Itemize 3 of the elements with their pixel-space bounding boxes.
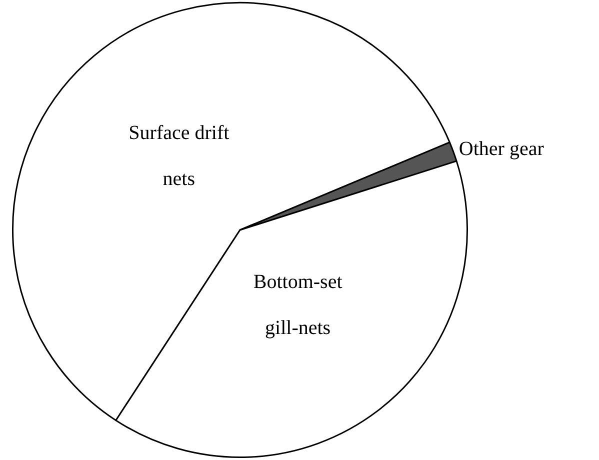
category-label: Bottom-set gill-nets [253,271,342,340]
category-label: Surface drift nets [128,122,230,190]
slice-label: Other gear [458,138,544,160]
